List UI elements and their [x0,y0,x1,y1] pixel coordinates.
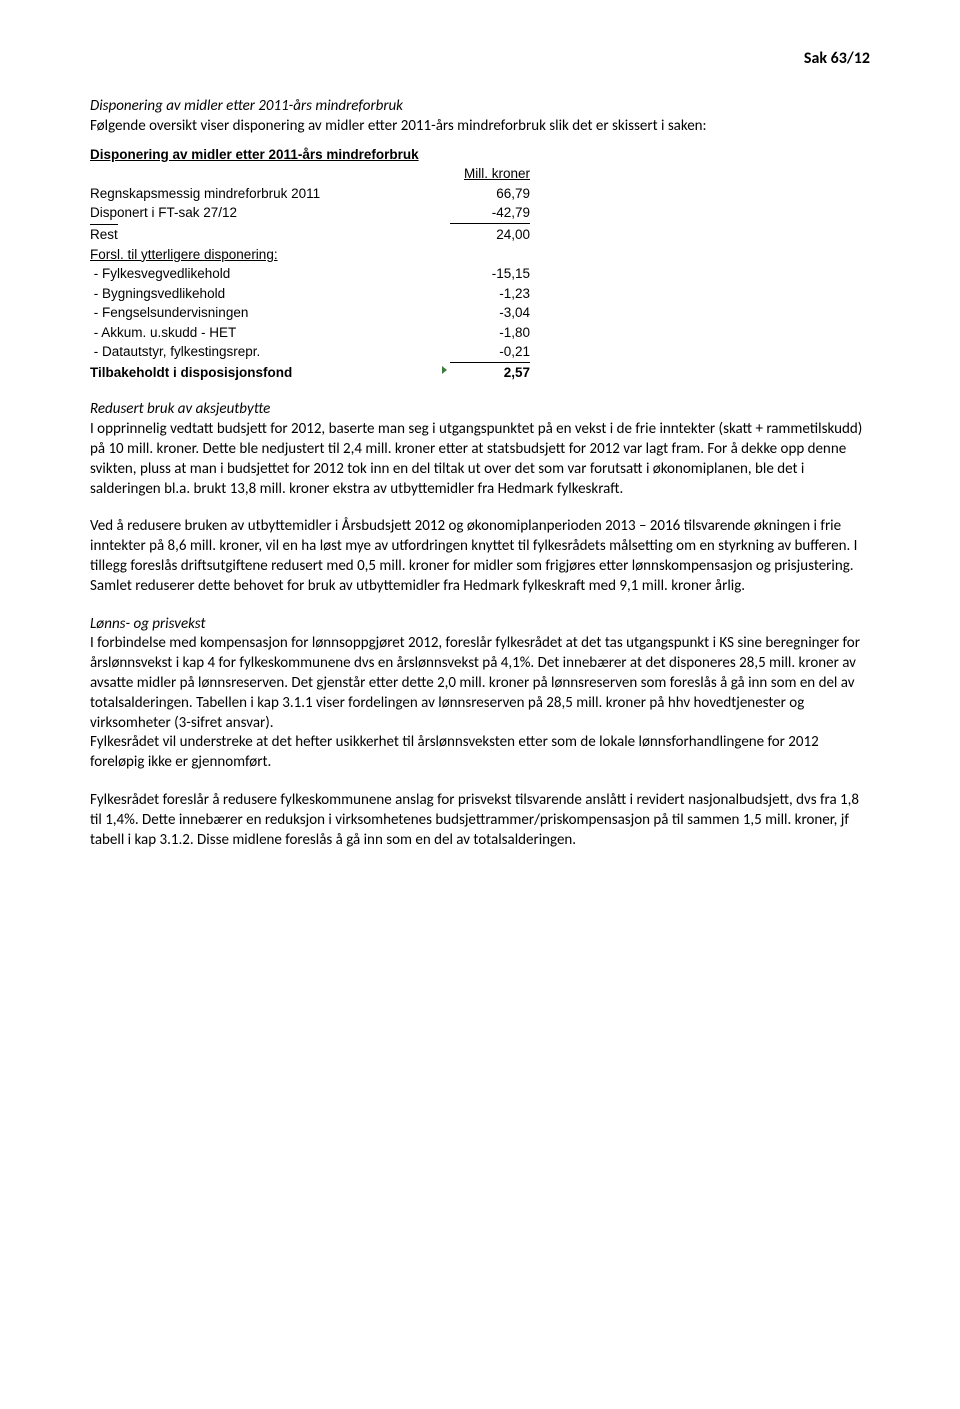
row-label: Disponert i FT-sak 27/12 [90,203,237,223]
row-value: -3,04 [450,303,530,323]
table-row: - Bygningsvedlikehold -1,23 [90,284,530,304]
row-value: -0,21 [450,342,530,362]
section-3-body-1: I forbindelse med kompensasjon for lønns… [90,634,860,731]
section-2-body-2: Ved å redusere bruken av utbyttemidler i… [90,517,857,594]
table-row: Regnskapsmessig mindreforbruk 2011 66,79 [90,184,530,204]
table-row: - Fylkesvegvedlikehold -15,15 [90,264,530,284]
row-label: Tilbakeholdt i disposisjonsfond [90,363,292,383]
row-value: 24,00 [450,223,530,245]
section-2-title: Redusert bruk av aksjeutbytte [90,400,270,418]
section-2-p2: Ved å redusere bruken av utbyttemidler i… [90,517,870,596]
table-row: - Datautstyr, fylkestingsrepr. -0,21 [90,342,530,362]
section-3-p1: Lønns- og prisvekst I forbindelse med ko… [90,615,870,773]
row-value: 66,79 [450,184,530,204]
row-label: Rest [90,224,118,245]
disponering-table: Disponering av midler etter 2011-års min… [90,145,530,383]
document-page: Sak 63/12 Disponering av midler etter 20… [0,0,960,928]
row-value: 2,57 [450,362,530,383]
row-label: - Fengselsundervisningen [90,303,248,323]
section-2-body-1: I opprinnelig vedtatt budsjett for 2012,… [90,420,862,497]
case-reference: Sak 63/12 [90,48,870,69]
table-row-rest: Rest 24,00 [90,223,530,245]
row-label: Regnskapsmessig mindreforbruk 2011 [90,184,320,204]
table-row: Disponert i FT-sak 27/12 -42,79 [90,203,530,223]
table-title: Disponering av midler etter 2011-års min… [90,145,419,165]
table-row: - Akkum. u.skudd - HET -1,80 [90,323,530,343]
section-3-p3: Fylkesrådet foreslår å redusere fylkesko… [90,791,870,850]
table-unit: Mill. kroner [450,164,530,184]
section-1-title: Disponering av midler etter 2011-års min… [90,97,403,115]
section-3-title: Lønns- og prisvekst [90,615,206,633]
section-1: Disponering av midler etter 2011-års min… [90,97,870,137]
section-3-body-3: Fylkesrådet foreslår å redusere fylkesko… [90,791,859,849]
section-3-body-2: Fylkesrådet vil understreke at det hefte… [90,733,819,771]
row-label: - Datautstyr, fylkestingsrepr. [90,342,260,362]
table-subheader: Forsl. til ytterligere disponering: [90,245,278,265]
row-value: -1,23 [450,284,530,304]
row-value: -42,79 [450,203,530,223]
section-2-p1: Redusert bruk av aksjeutbytte I opprinne… [90,400,870,499]
table-row: - Fengselsundervisningen -3,04 [90,303,530,323]
section-1-body: Følgende oversikt viser disponering av m… [90,117,707,135]
row-label: - Bygningsvedlikehold [90,284,225,304]
table-row-total: Tilbakeholdt i disposisjonsfond 2,57 [90,362,530,383]
row-value: -1,80 [450,323,530,343]
row-value: -15,15 [450,264,530,284]
row-label: - Akkum. u.skudd - HET [90,323,236,343]
row-label: - Fylkesvegvedlikehold [90,264,230,284]
